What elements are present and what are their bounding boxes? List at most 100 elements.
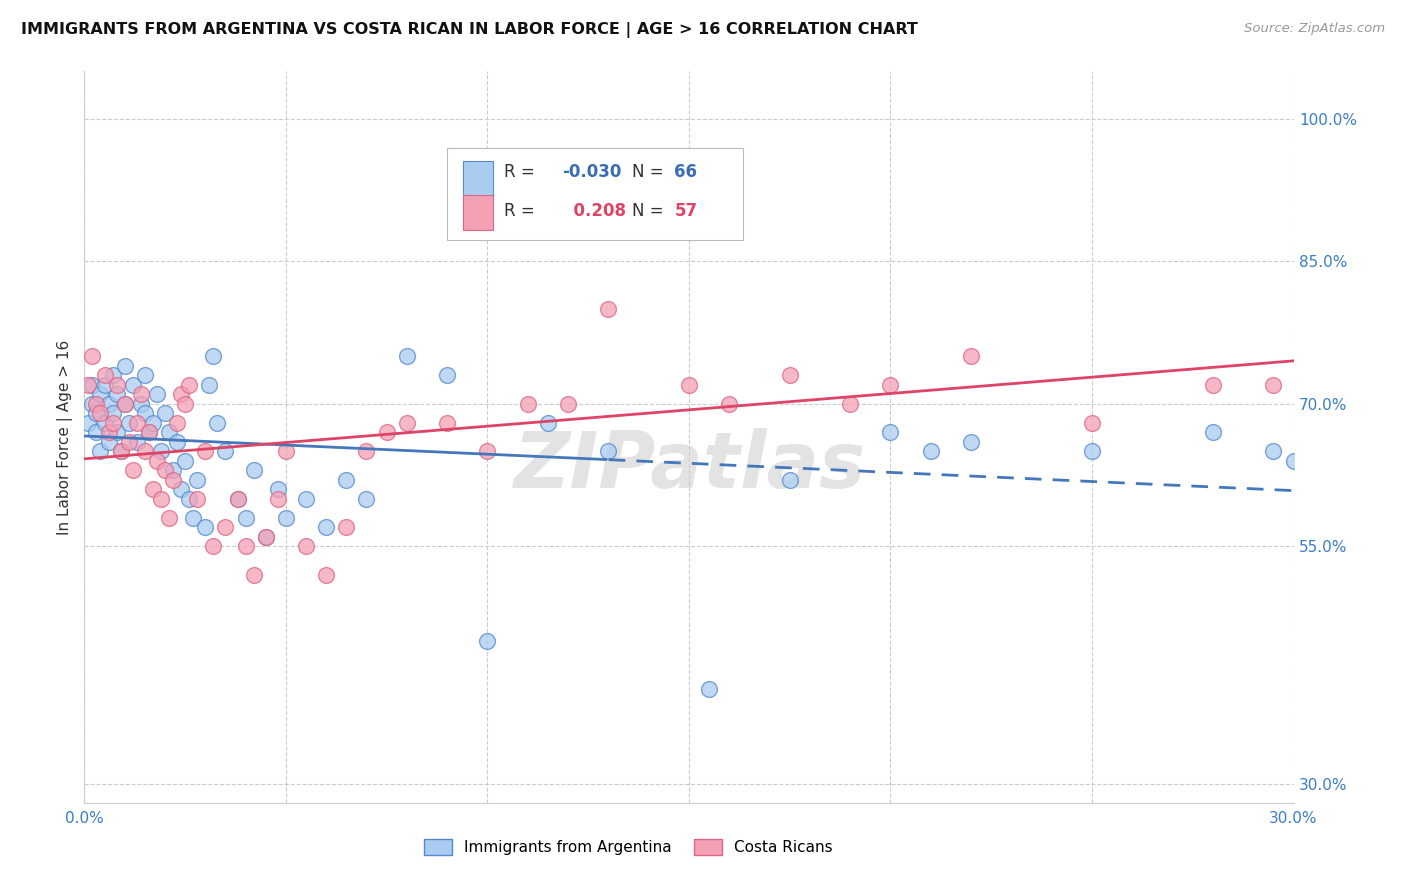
Point bbox=[839, 397, 862, 411]
Point bbox=[166, 416, 188, 430]
Point bbox=[879, 377, 901, 392]
Point bbox=[1081, 416, 1104, 430]
Point bbox=[537, 416, 560, 430]
Point bbox=[89, 406, 111, 420]
Point bbox=[118, 416, 141, 430]
Point bbox=[86, 406, 108, 420]
Point bbox=[235, 511, 257, 525]
Point bbox=[86, 425, 108, 440]
Point bbox=[149, 491, 172, 506]
Point bbox=[598, 444, 620, 458]
Text: 57: 57 bbox=[675, 202, 697, 220]
Point bbox=[1263, 377, 1285, 392]
Point bbox=[166, 434, 188, 449]
Point bbox=[207, 416, 229, 430]
Text: Source: ZipAtlas.com: Source: ZipAtlas.com bbox=[1244, 22, 1385, 36]
Point bbox=[125, 416, 148, 430]
Point bbox=[93, 416, 115, 430]
Text: R =: R = bbox=[503, 202, 540, 220]
Point bbox=[138, 425, 160, 440]
Point bbox=[105, 377, 128, 392]
Point bbox=[214, 520, 236, 534]
Point bbox=[779, 368, 801, 383]
Point bbox=[142, 416, 165, 430]
Point bbox=[198, 377, 221, 392]
Point bbox=[395, 349, 418, 363]
Point bbox=[110, 444, 132, 458]
Point bbox=[295, 491, 318, 506]
Point bbox=[235, 539, 257, 553]
Point bbox=[157, 425, 180, 440]
Point bbox=[82, 377, 104, 392]
Text: IMMIGRANTS FROM ARGENTINA VS COSTA RICAN IN LABOR FORCE | AGE > 16 CORRELATION C: IMMIGRANTS FROM ARGENTINA VS COSTA RICAN… bbox=[21, 22, 918, 38]
Point bbox=[1202, 377, 1225, 392]
Bar bbox=[463, 195, 494, 230]
Point bbox=[125, 434, 148, 449]
Point bbox=[105, 387, 128, 401]
Point bbox=[477, 444, 499, 458]
Point bbox=[142, 483, 165, 497]
Point bbox=[1263, 444, 1285, 458]
Point bbox=[226, 491, 249, 506]
Point bbox=[174, 397, 197, 411]
Point bbox=[436, 368, 458, 383]
Point bbox=[202, 349, 225, 363]
Point bbox=[121, 463, 143, 477]
Point bbox=[395, 416, 418, 430]
Point bbox=[186, 491, 208, 506]
Point bbox=[89, 387, 111, 401]
Point bbox=[97, 434, 120, 449]
Point bbox=[274, 444, 297, 458]
Point bbox=[149, 444, 172, 458]
Point bbox=[134, 406, 156, 420]
Text: 0.208: 0.208 bbox=[562, 202, 626, 220]
Point bbox=[93, 368, 115, 383]
Point bbox=[129, 397, 152, 411]
Point bbox=[194, 444, 217, 458]
FancyBboxPatch shape bbox=[447, 148, 744, 240]
Text: 66: 66 bbox=[675, 163, 697, 181]
Text: -0.030: -0.030 bbox=[562, 163, 621, 181]
Point bbox=[101, 368, 124, 383]
Point bbox=[226, 491, 249, 506]
Point bbox=[162, 463, 184, 477]
Point bbox=[134, 368, 156, 383]
Point bbox=[315, 567, 337, 582]
Point bbox=[157, 511, 180, 525]
Point bbox=[121, 377, 143, 392]
Point bbox=[118, 434, 141, 449]
Point bbox=[179, 491, 201, 506]
Point bbox=[89, 444, 111, 458]
Point bbox=[194, 520, 217, 534]
Point bbox=[516, 397, 538, 411]
Point bbox=[375, 425, 398, 440]
Point bbox=[335, 520, 357, 534]
Point bbox=[960, 349, 983, 363]
Point bbox=[82, 397, 104, 411]
Point bbox=[598, 301, 620, 316]
Text: N =: N = bbox=[633, 202, 669, 220]
Point bbox=[557, 397, 579, 411]
Point bbox=[134, 444, 156, 458]
Point bbox=[82, 349, 104, 363]
Point bbox=[879, 425, 901, 440]
Point bbox=[254, 530, 277, 544]
Point bbox=[697, 681, 720, 696]
Point bbox=[77, 416, 100, 430]
Point bbox=[254, 530, 277, 544]
Point bbox=[1081, 444, 1104, 458]
Point bbox=[356, 491, 378, 506]
Point bbox=[170, 387, 193, 401]
Point bbox=[174, 454, 197, 468]
Point bbox=[186, 473, 208, 487]
Point bbox=[101, 406, 124, 420]
Point bbox=[181, 511, 204, 525]
Point bbox=[97, 397, 120, 411]
Point bbox=[129, 387, 152, 401]
Point bbox=[162, 473, 184, 487]
Point bbox=[153, 463, 176, 477]
Point bbox=[202, 539, 225, 553]
Point bbox=[153, 406, 176, 420]
Point bbox=[114, 397, 136, 411]
Point bbox=[86, 397, 108, 411]
